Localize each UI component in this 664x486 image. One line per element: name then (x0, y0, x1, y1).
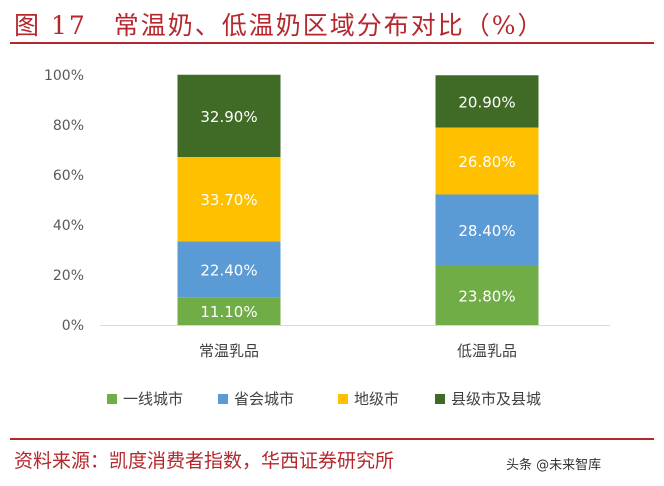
bar-segment (435, 127, 539, 195)
legend-label: 地级市 (354, 390, 399, 408)
y-tick-label: 40% (53, 218, 84, 234)
bar-segment (177, 241, 281, 298)
title-rule (10, 42, 654, 44)
y-tick-label: 0% (62, 318, 84, 334)
source-note: 资料来源：凯度消费者指数，华西证券研究所 (14, 450, 395, 472)
y-tick-label: 60% (53, 168, 84, 184)
bar-segment (435, 75, 539, 128)
x-category-label: 常温乳品 (199, 342, 259, 360)
bar-data-label: 33.70% (200, 191, 257, 209)
legend-swatch (218, 394, 228, 404)
bar-data-label: 28.40% (458, 222, 515, 240)
bar-data-label: 20.90% (458, 93, 515, 111)
legend-label: 省会城市 (234, 390, 294, 408)
legend-label: 县级市及县城 (451, 390, 541, 408)
bar-data-label: 22.40% (200, 261, 257, 279)
bar-segment (435, 194, 539, 266)
y-tick-label: 100% (44, 68, 84, 84)
bar-data-label: 32.90% (200, 108, 257, 126)
legend-swatch (107, 394, 117, 404)
bar-data-label: 11.10% (200, 303, 257, 321)
bar-segment (177, 297, 281, 325)
bar-segment (177, 74, 281, 157)
figure-title: 图 17 常温奶、低温奶区域分布对比（%） (14, 11, 545, 40)
y-tick-label: 20% (53, 268, 84, 284)
bar-segment (435, 265, 539, 325)
bar-data-label: 23.80% (458, 287, 515, 305)
legend-swatch (338, 394, 348, 404)
bar-data-label: 26.80% (458, 153, 515, 171)
legend-label: 一线城市 (123, 390, 183, 408)
bar-segment (177, 157, 281, 242)
legend-swatch (435, 394, 445, 404)
source-rule (10, 438, 654, 440)
y-tick-label: 80% (53, 118, 84, 134)
watermark: 头条 @未来智库 (506, 458, 602, 473)
x-category-label: 低温乳品 (457, 342, 517, 360)
